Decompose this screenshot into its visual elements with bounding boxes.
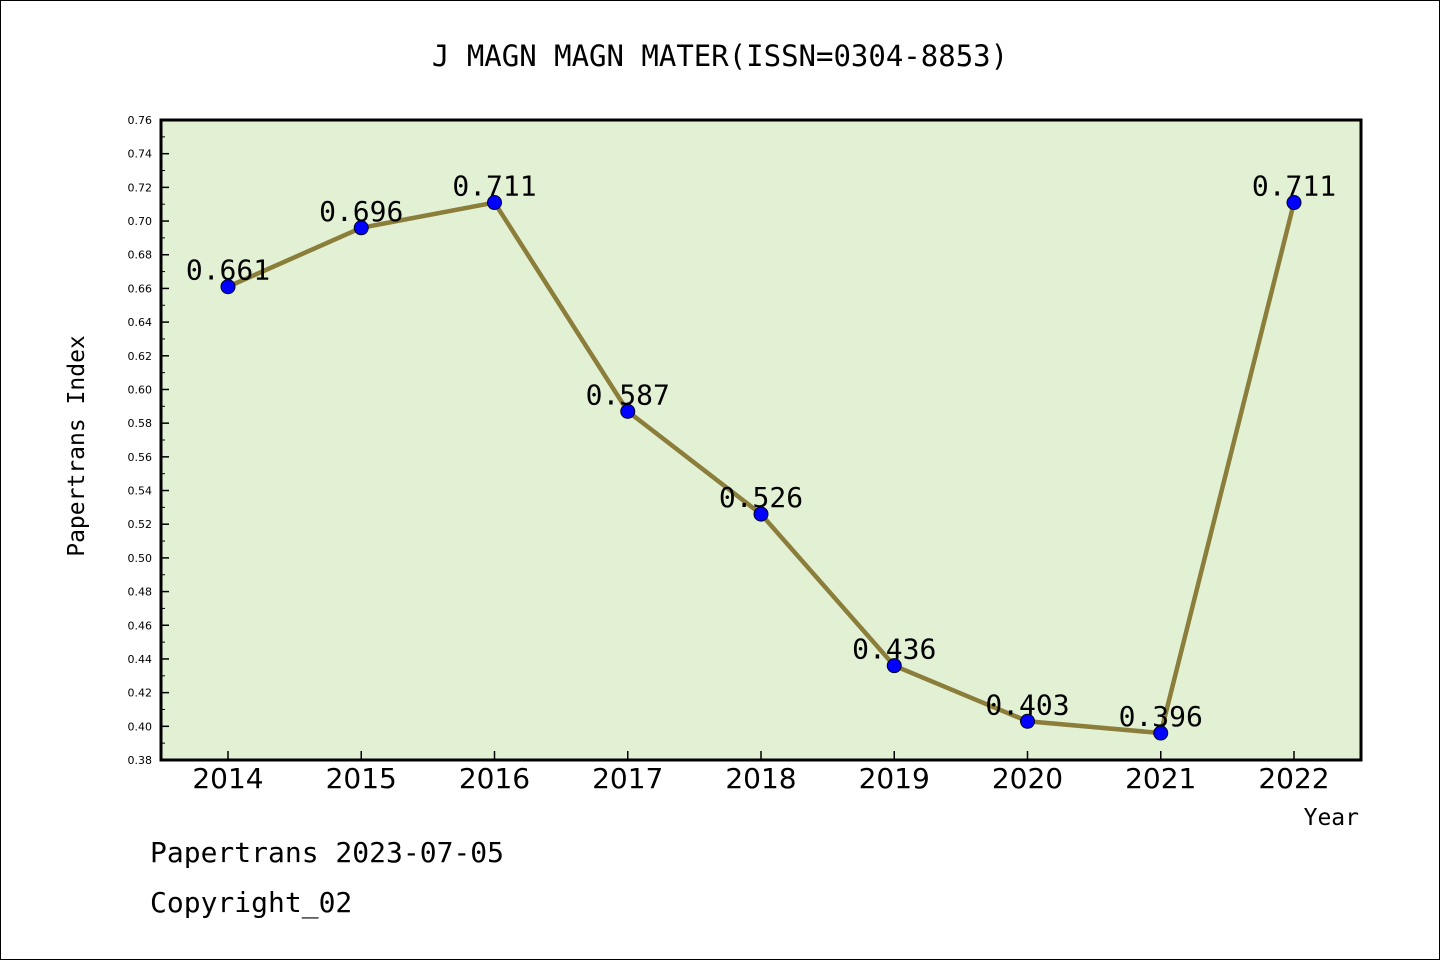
- data-label: 0.396: [1119, 700, 1203, 733]
- x-axis-label: Year: [1304, 805, 1359, 831]
- data-point: [487, 195, 502, 211]
- data-label: 0.711: [1252, 170, 1336, 203]
- data-label: 0.436: [852, 633, 936, 666]
- y-tick-label: 0.62: [128, 350, 153, 363]
- y-tick-label: 0.42: [128, 687, 153, 700]
- y-tick-label: 0.58: [128, 417, 153, 430]
- y-tick-label: 0.52: [128, 518, 153, 531]
- y-tick-label: 0.38: [128, 754, 153, 767]
- y-tick-label: 0.66: [128, 282, 153, 295]
- data-label: 0.403: [985, 688, 1069, 721]
- data-label: 0.587: [586, 378, 670, 411]
- data-label: 0.711: [452, 170, 536, 203]
- footer-date: Papertrans 2023-07-05: [150, 836, 505, 869]
- data-label: 0.526: [719, 481, 803, 514]
- y-tick-label: 0.46: [128, 619, 153, 632]
- x-tick-label: 2018: [725, 762, 796, 795]
- y-tick-label: 0.60: [128, 383, 153, 396]
- data-labels: 0.661 0.696 0.711 0.587 0.526 0.436 0.403 0.396…: [186, 170, 1336, 734]
- y-tick-label: 0.72: [128, 181, 153, 194]
- y-tick-label: 0.56: [128, 451, 153, 464]
- data-point: [620, 403, 636, 419]
- y-tick-label: 0.44: [128, 653, 153, 666]
- x-tick-label: 2015: [326, 762, 397, 795]
- data-point: [353, 220, 369, 236]
- y-tick-label: 0.54: [128, 485, 153, 498]
- data-label: 0.661: [186, 254, 270, 287]
- chart-title: J MAGN MAGN MATER(ISSN=0304-8853): [432, 39, 1008, 73]
- x-tick-label: 2014: [192, 762, 263, 795]
- data-point: [886, 658, 902, 674]
- footer-copyright: Copyright_02: [150, 886, 353, 919]
- x-tick-label: 2021: [1125, 762, 1196, 795]
- data-point: [1020, 713, 1035, 729]
- series-line-group: [220, 195, 1302, 741]
- data-point: [1153, 725, 1169, 741]
- data-point: [1286, 195, 1302, 211]
- x-tick-label: 2017: [592, 762, 663, 795]
- data-point: [220, 279, 236, 295]
- y-tick-label: 0.48: [128, 586, 153, 599]
- y-tick-label: 0.76: [128, 114, 153, 127]
- y-tick-label: 0.50: [128, 552, 153, 565]
- x-tick-label: 2016: [459, 762, 530, 795]
- y-axis: 0.38 0.40 0.42 0.44 0.46 0.48 0.50 0.52 0.54 0.56…: [128, 114, 169, 767]
- y-tick-label: 0.68: [128, 249, 153, 262]
- data-label: 0.696: [319, 195, 403, 228]
- data-point: [753, 506, 769, 522]
- y-tick-label: 0.70: [128, 215, 153, 228]
- y-tick-label: 0.64: [128, 316, 153, 329]
- y-axis-label: Papertrans Index: [64, 335, 90, 557]
- y-tick-label: 0.74: [128, 148, 153, 161]
- x-tick-label: 2022: [1258, 762, 1329, 795]
- y-tick-label: 0.40: [128, 720, 153, 733]
- x-tick-label: 2020: [992, 762, 1063, 795]
- x-axis: 2014 2015 2016 2017 2018 2019 2020 2021 2022: [192, 751, 1330, 795]
- x-tick-label: 2019: [859, 762, 930, 795]
